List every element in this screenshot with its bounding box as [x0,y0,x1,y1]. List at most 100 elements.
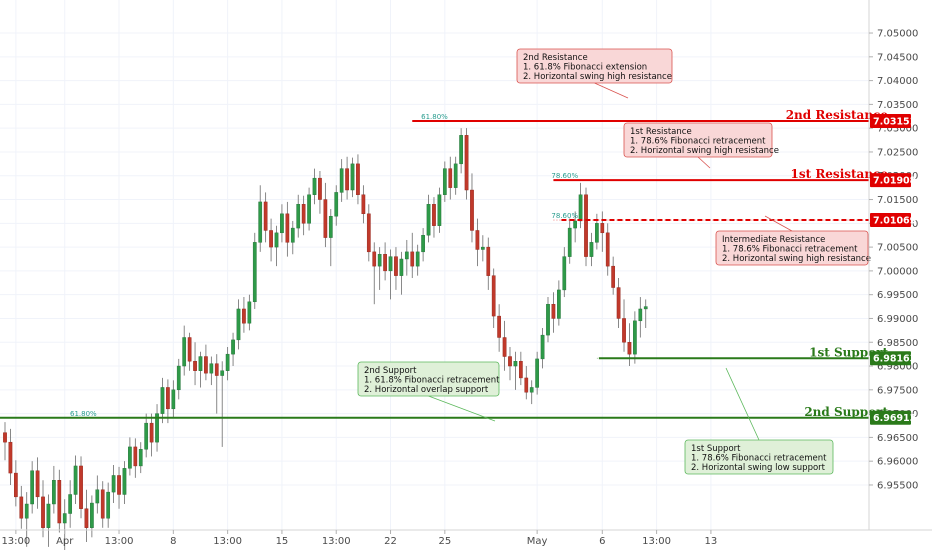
candle-down [611,256,616,295]
candle-up [589,232,594,267]
candle-body [529,387,534,393]
candle-body [497,315,501,338]
candle-body [573,220,577,229]
candle-body [394,256,398,276]
candle-up [198,351,203,388]
candle-body [73,465,78,495]
candle-body [263,201,268,231]
note-line: 1. 61.8% Fibonacci retracement [364,376,500,386]
candle-body [622,318,626,343]
candle-down [410,232,415,279]
candle-body [584,194,588,257]
y-tick-label: 6.98000 [877,362,918,373]
candle-up [30,461,34,514]
price-tag: 6.98163 [870,351,916,366]
candle-up [247,294,252,331]
candle-up [328,209,333,267]
candle-up [567,218,572,264]
x-tick-label: 13:00 [322,536,351,547]
candle-body [176,365,181,391]
candle-body [149,422,154,443]
candle-up [220,361,225,447]
candle-body [95,489,100,504]
candle-body [14,472,18,498]
x-tick-label: 6 [599,536,605,547]
candle-down [475,218,480,267]
x-tick-label: Apr [56,536,74,547]
candle-body [57,480,62,524]
candle-up [209,356,214,386]
candle-up [638,297,643,338]
note-line: 1. 78.6% Fibonacci retracement [722,245,858,255]
candle-up [252,232,257,309]
candle-down [149,413,154,457]
candle-down [432,197,436,238]
candle-up [442,161,447,202]
candle-down [57,469,62,533]
level-title: 1st Resistance [791,167,889,181]
candle-body [225,353,230,371]
candle-down [502,320,507,371]
candle-body [79,465,83,509]
note-box [516,48,673,84]
candle-body [600,223,605,234]
candle-down [79,456,83,519]
price-tag: 7.03151 [870,113,916,128]
note-box [715,230,869,266]
candle-body [524,377,529,393]
candle-up [52,465,56,514]
y-tick-label: 7.02500 [877,147,918,158]
note-line: 2nd Support [364,366,417,376]
candle-down [519,351,523,386]
y-tick-label: 6.96000 [877,457,918,468]
note-line: 2. Horizontal overlap support [364,385,489,395]
candle-down [318,170,322,214]
x-tick-label: 13:00 [105,536,134,547]
candle-body [318,177,322,200]
candle-body [377,254,382,267]
fib-level-label: 61.80% [70,410,97,418]
candle-up [160,377,165,424]
x-tick-label: 22 [384,536,397,547]
candle-down [470,173,474,243]
candle-body [8,441,13,474]
y-tick-label: 6.99500 [877,290,918,301]
candle-body [290,227,295,243]
price-tag-label: 7.03151 [873,116,916,127]
y-tick-label: 7.00500 [877,243,918,254]
note-line: 2. Horizontal swing low support [691,463,826,473]
x-tick-label: 25 [438,536,451,547]
price-tags: 7.03151 7.01908 7.01069 6.98163 6.96913 [870,113,917,425]
price-tag-label: 6.98163 [873,354,916,365]
candle-down [263,192,268,243]
note-line: Intermediate Resistance [722,235,825,245]
price-tag-box [870,173,911,188]
fib-level-label: 78.60% [551,212,578,220]
candle-body [209,363,214,374]
candle-body [339,168,344,193]
candle-down [622,299,626,352]
note-box [684,439,834,475]
candle-body [106,491,111,519]
candle-body [30,470,34,505]
candle-body [643,306,648,310]
candle-down [41,480,45,538]
candle-body [557,289,561,319]
candle-down [323,182,328,248]
note-line: 2nd Resistance [523,53,588,63]
candle-body [519,361,523,379]
candle-body [334,192,339,217]
candle-body [144,422,149,450]
candle-body [160,387,165,414]
candle-body [453,163,458,188]
axis-corner [870,531,932,550]
candle-up [122,461,127,504]
candle-up [334,185,339,226]
